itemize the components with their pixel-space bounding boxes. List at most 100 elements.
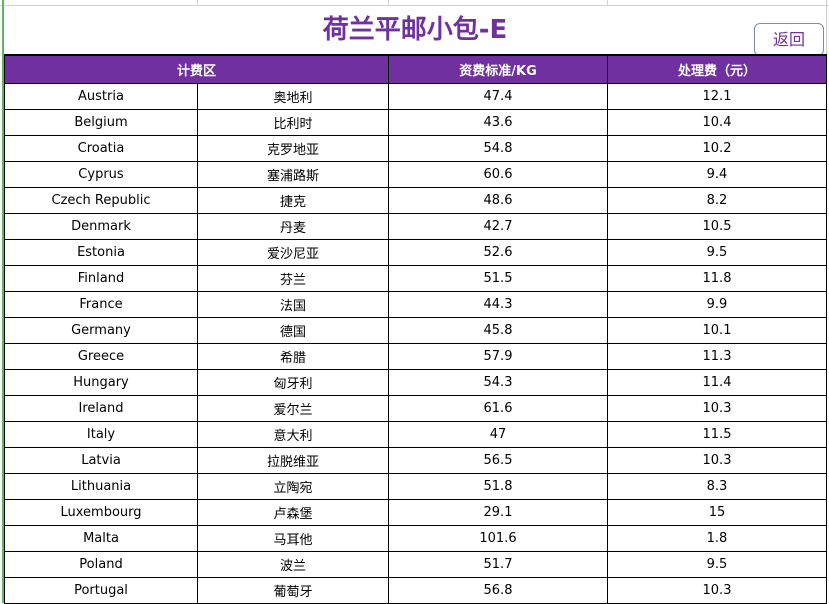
fee-cell[interactable]: 1.8 [607, 525, 827, 552]
table-row: Latvia 拉脱维亚 56.5 10.3 [4, 447, 827, 474]
fee-cell[interactable]: 9.9 [607, 291, 827, 318]
header-zone: 计费区 [4, 54, 389, 84]
rate-cell[interactable]: 48.6 [388, 187, 608, 214]
rate-cell[interactable]: 47 [388, 421, 608, 448]
table-row: Portugal 葡萄牙 56.8 10.3 [4, 577, 827, 604]
table-row: Italy 意大利 47 11.5 [4, 421, 827, 448]
country-cn[interactable]: 法国 [197, 291, 389, 318]
fee-cell[interactable]: 10.3 [607, 395, 827, 422]
table-header: 计费区 资费标准/KG 处理费（元） [4, 54, 827, 84]
fee-cell[interactable]: 10.5 [607, 213, 827, 240]
fee-cell[interactable]: 11.5 [607, 421, 827, 448]
rate-cell[interactable]: 61.6 [388, 395, 608, 422]
fee-cell[interactable]: 8.2 [607, 187, 827, 214]
table-row: Germany 德国 45.8 10.1 [4, 317, 827, 344]
rate-cell[interactable]: 57.9 [388, 343, 608, 370]
rate-cell[interactable]: 51.8 [388, 473, 608, 500]
fee-cell[interactable]: 8.3 [607, 473, 827, 500]
fee-cell[interactable]: 11.3 [607, 343, 827, 370]
country-cn[interactable]: 比利时 [197, 109, 389, 136]
back-button[interactable]: 返回 [754, 23, 824, 56]
country-en[interactable]: Czech Republic [4, 187, 198, 214]
fee-cell[interactable]: 9.5 [607, 239, 827, 266]
fee-cell[interactable]: 15 [607, 499, 827, 526]
rate-cell[interactable]: 47.4 [388, 83, 608, 110]
country-cn[interactable]: 马耳他 [197, 525, 389, 552]
selection-border [2, 0, 4, 603]
rate-cell[interactable]: 54.8 [388, 135, 608, 162]
country-cn[interactable]: 芬兰 [197, 265, 389, 292]
country-en[interactable]: Belgium [4, 109, 198, 136]
table-row: Belgium 比利时 43.6 10.4 [4, 109, 827, 136]
country-cn[interactable]: 匈牙利 [197, 369, 389, 396]
country-cn[interactable]: 塞浦路斯 [197, 161, 389, 188]
rate-cell[interactable]: 51.7 [388, 551, 608, 578]
country-en[interactable]: Ireland [4, 395, 198, 422]
fee-cell[interactable]: 10.1 [607, 317, 827, 344]
country-cn[interactable]: 丹麦 [197, 213, 389, 240]
header-fee: 处理费（元） [607, 54, 827, 84]
table-row: Austria 奥地利 47.4 12.1 [4, 83, 827, 110]
country-cn[interactable]: 葡萄牙 [197, 577, 389, 604]
country-en[interactable]: Estonia [4, 239, 198, 266]
fee-cell[interactable]: 10.2 [607, 135, 827, 162]
rate-cell[interactable]: 52.6 [388, 239, 608, 266]
country-cn[interactable]: 捷克 [197, 187, 389, 214]
country-cn[interactable]: 波兰 [197, 551, 389, 578]
country-cn[interactable]: 意大利 [197, 421, 389, 448]
rate-cell[interactable]: 42.7 [388, 213, 608, 240]
country-en[interactable]: Lithuania [4, 473, 198, 500]
country-en[interactable]: Denmark [4, 213, 198, 240]
table-row: Ireland 爱尔兰 61.6 10.3 [4, 395, 827, 422]
country-cn[interactable]: 卢森堡 [197, 499, 389, 526]
country-en[interactable]: Italy [4, 421, 198, 448]
page-title: 荷兰平邮小包-E [322, 15, 508, 45]
rate-cell[interactable]: 54.3 [388, 369, 608, 396]
country-en[interactable]: Austria [4, 83, 198, 110]
fee-cell[interactable]: 10.3 [607, 447, 827, 474]
fee-cell[interactable]: 11.4 [607, 369, 827, 396]
rate-cell[interactable]: 60.6 [388, 161, 608, 188]
country-en[interactable]: France [4, 291, 198, 318]
rate-cell[interactable]: 45.8 [388, 317, 608, 344]
rate-cell[interactable]: 43.6 [388, 109, 608, 136]
rate-cell[interactable]: 51.5 [388, 265, 608, 292]
country-en[interactable]: Latvia [4, 447, 198, 474]
rate-cell[interactable]: 56.8 [388, 577, 608, 604]
country-cn[interactable]: 德国 [197, 317, 389, 344]
table-row: Malta 马耳他 101.6 1.8 [4, 525, 827, 552]
fee-cell[interactable]: 11.8 [607, 265, 827, 292]
country-en[interactable]: Luxembourg [4, 499, 198, 526]
country-cn[interactable]: 立陶宛 [197, 473, 389, 500]
country-cn[interactable]: 希腊 [197, 343, 389, 370]
rate-cell[interactable]: 56.5 [388, 447, 608, 474]
rate-cell[interactable]: 44.3 [388, 291, 608, 318]
country-en[interactable]: Greece [4, 343, 198, 370]
country-en[interactable]: Hungary [4, 369, 198, 396]
fee-cell[interactable]: 9.5 [607, 551, 827, 578]
table-row: Denmark 丹麦 42.7 10.5 [4, 213, 827, 240]
rate-cell[interactable]: 101.6 [388, 525, 608, 552]
country-en[interactable]: Cyprus [4, 161, 198, 188]
fee-cell[interactable]: 10.3 [607, 577, 827, 604]
country-cn[interactable]: 拉脱维亚 [197, 447, 389, 474]
table-row: Estonia 爱沙尼亚 52.6 9.5 [4, 239, 827, 266]
fee-cell[interactable]: 10.4 [607, 109, 827, 136]
fee-cell[interactable]: 12.1 [607, 83, 827, 110]
country-cn[interactable]: 爱沙尼亚 [197, 239, 389, 266]
header-rate: 资费标准/KG [388, 54, 608, 84]
country-en[interactable]: Germany [4, 317, 198, 344]
country-cn[interactable]: 爱尔兰 [197, 395, 389, 422]
country-en[interactable]: Portugal [4, 577, 198, 604]
country-cn[interactable]: 奥地利 [197, 83, 389, 110]
rate-table: 计费区 资费标准/KG 处理费（元） Austria 奥地利 47.4 12.1 Bel… [4, 54, 827, 604]
fee-cell[interactable]: 9.4 [607, 161, 827, 188]
country-en[interactable]: Poland [4, 551, 198, 578]
country-en[interactable]: Croatia [4, 135, 198, 162]
rate-cell[interactable]: 29.1 [388, 499, 608, 526]
country-en[interactable]: Malta [4, 525, 198, 552]
column-gridline [826, 0, 829, 603]
table-row: France 法国 44.3 9.9 [4, 291, 827, 318]
country-cn[interactable]: 克罗地亚 [197, 135, 389, 162]
country-en[interactable]: Finland [4, 265, 198, 292]
